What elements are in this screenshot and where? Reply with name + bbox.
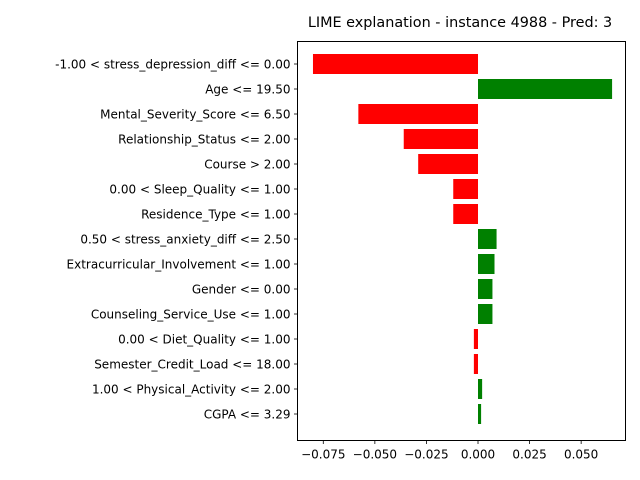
category-label-0: -1.00 < stress_depression_diff <= 0.00: [55, 57, 290, 71]
category-label-3: Relationship_Status <= 2.00: [118, 132, 290, 146]
category-label-14: CGPA <= 3.29: [204, 407, 291, 421]
x-ticks-group: −0.075 −0.050 −0.025 0.000 0.025 0.050: [301, 440, 598, 462]
chart-title: LIME explanation - instance 4988 - Pred:…: [308, 15, 612, 31]
bar-0: [312, 54, 479, 74]
category-label-13: 1.00 < Physical_Activity <= 2.00: [92, 382, 291, 396]
category-label-2: Mental_Severity_Score <= 6.50: [100, 107, 290, 121]
bar-13: [478, 379, 483, 399]
category-label-5: 0.00 < Sleep_Quality <= 1.00: [109, 182, 290, 196]
bar-11: [473, 329, 479, 349]
category-label-10: Counseling_Service_Use <= 1.00: [91, 307, 291, 321]
category-label-1: Age <= 19.50: [205, 82, 290, 96]
category-label-12: Semester_Credit_Load <= 18.00: [94, 357, 290, 371]
x-tick-label-5: 0.050: [564, 448, 598, 462]
bar-14: [478, 404, 482, 424]
category-label-9: Gender <= 0.00: [192, 282, 291, 296]
x-tick-label-0: −0.075: [301, 448, 345, 462]
x-tick-label-1: −0.050: [353, 448, 397, 462]
plot-frame: [297, 41, 626, 441]
category-labels-group: -1.00 < stress_depression_diff <= 0.00 Ag…: [55, 57, 298, 421]
bar-5: [453, 179, 479, 199]
bar-8: [478, 254, 495, 274]
x-tick-label-4: 0.025: [512, 448, 546, 462]
category-label-7: 0.50 < stress_anxiety_diff <= 2.50: [80, 232, 290, 246]
bar-9: [478, 279, 493, 299]
bar-2: [358, 104, 479, 124]
bar-1: [478, 79, 613, 99]
bar-3: [403, 129, 479, 149]
category-label-4: Course > 2.00: [204, 157, 290, 171]
category-label-8: Extracurricular_Involvement <= 1.00: [67, 257, 291, 271]
x-tick-label-2: −0.025: [404, 448, 448, 462]
bar-6: [453, 204, 479, 224]
x-tick-label-3: 0.000: [461, 448, 495, 462]
bar-4: [418, 154, 479, 174]
category-label-11: 0.00 < Diet_Quality <= 1.00: [118, 332, 290, 346]
bar-12: [473, 354, 479, 374]
category-label-6: Residence_Type <= 1.00: [141, 207, 290, 221]
bar-7: [478, 229, 497, 249]
bar-10: [478, 304, 493, 324]
bars-group: [312, 54, 613, 424]
